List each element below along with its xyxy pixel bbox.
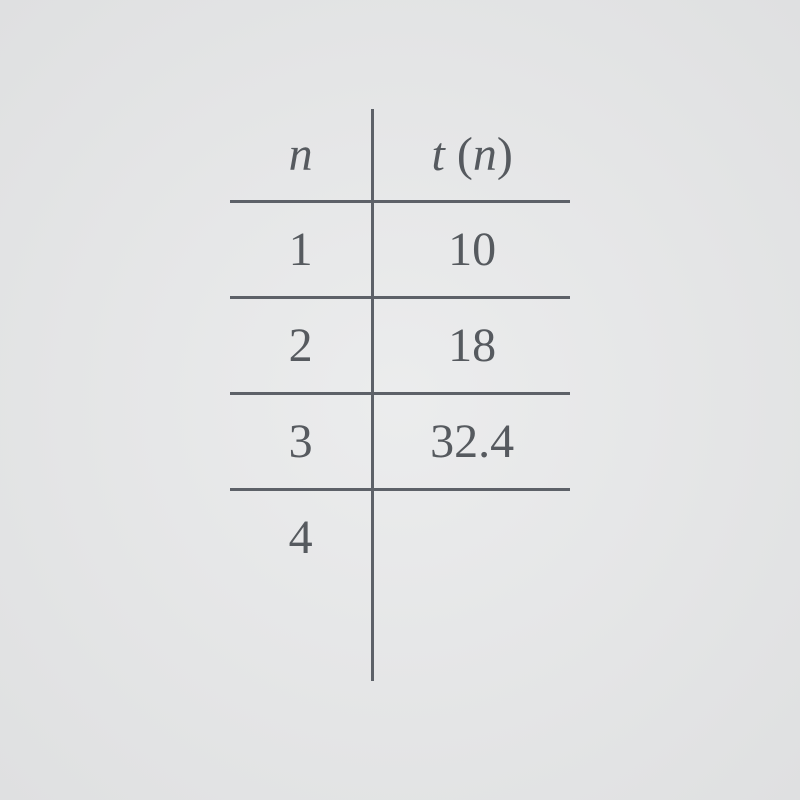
close-paren: )	[497, 128, 513, 181]
cell-t	[373, 489, 570, 585]
cell-n: 2	[230, 297, 373, 393]
cell-t: 10	[373, 201, 570, 297]
table: n t (n) 1 10 2 18 3 32.4 4	[230, 109, 570, 681]
header-var-label: n	[473, 128, 497, 181]
cell-n: 3	[230, 393, 373, 489]
table-row: 3 32.4	[230, 393, 570, 489]
table-row: 1 10	[230, 201, 570, 297]
table-row: 2 18	[230, 297, 570, 393]
cell-t: 32.4	[373, 393, 570, 489]
header-n-label: n	[289, 128, 313, 181]
header-tn: t (n)	[373, 109, 570, 201]
tail-left	[230, 585, 373, 681]
function-table: n t (n) 1 10 2 18 3 32.4 4	[230, 109, 570, 681]
cell-t: 18	[373, 297, 570, 393]
table-tail	[230, 585, 570, 681]
header-n: n	[230, 109, 373, 201]
header-t-label: t	[431, 128, 444, 181]
open-paren: (	[445, 128, 473, 181]
table-row: 4	[230, 489, 570, 585]
cell-n: 4	[230, 489, 373, 585]
cell-n: 1	[230, 201, 373, 297]
table-header-row: n t (n)	[230, 109, 570, 201]
tail-right	[373, 585, 570, 681]
